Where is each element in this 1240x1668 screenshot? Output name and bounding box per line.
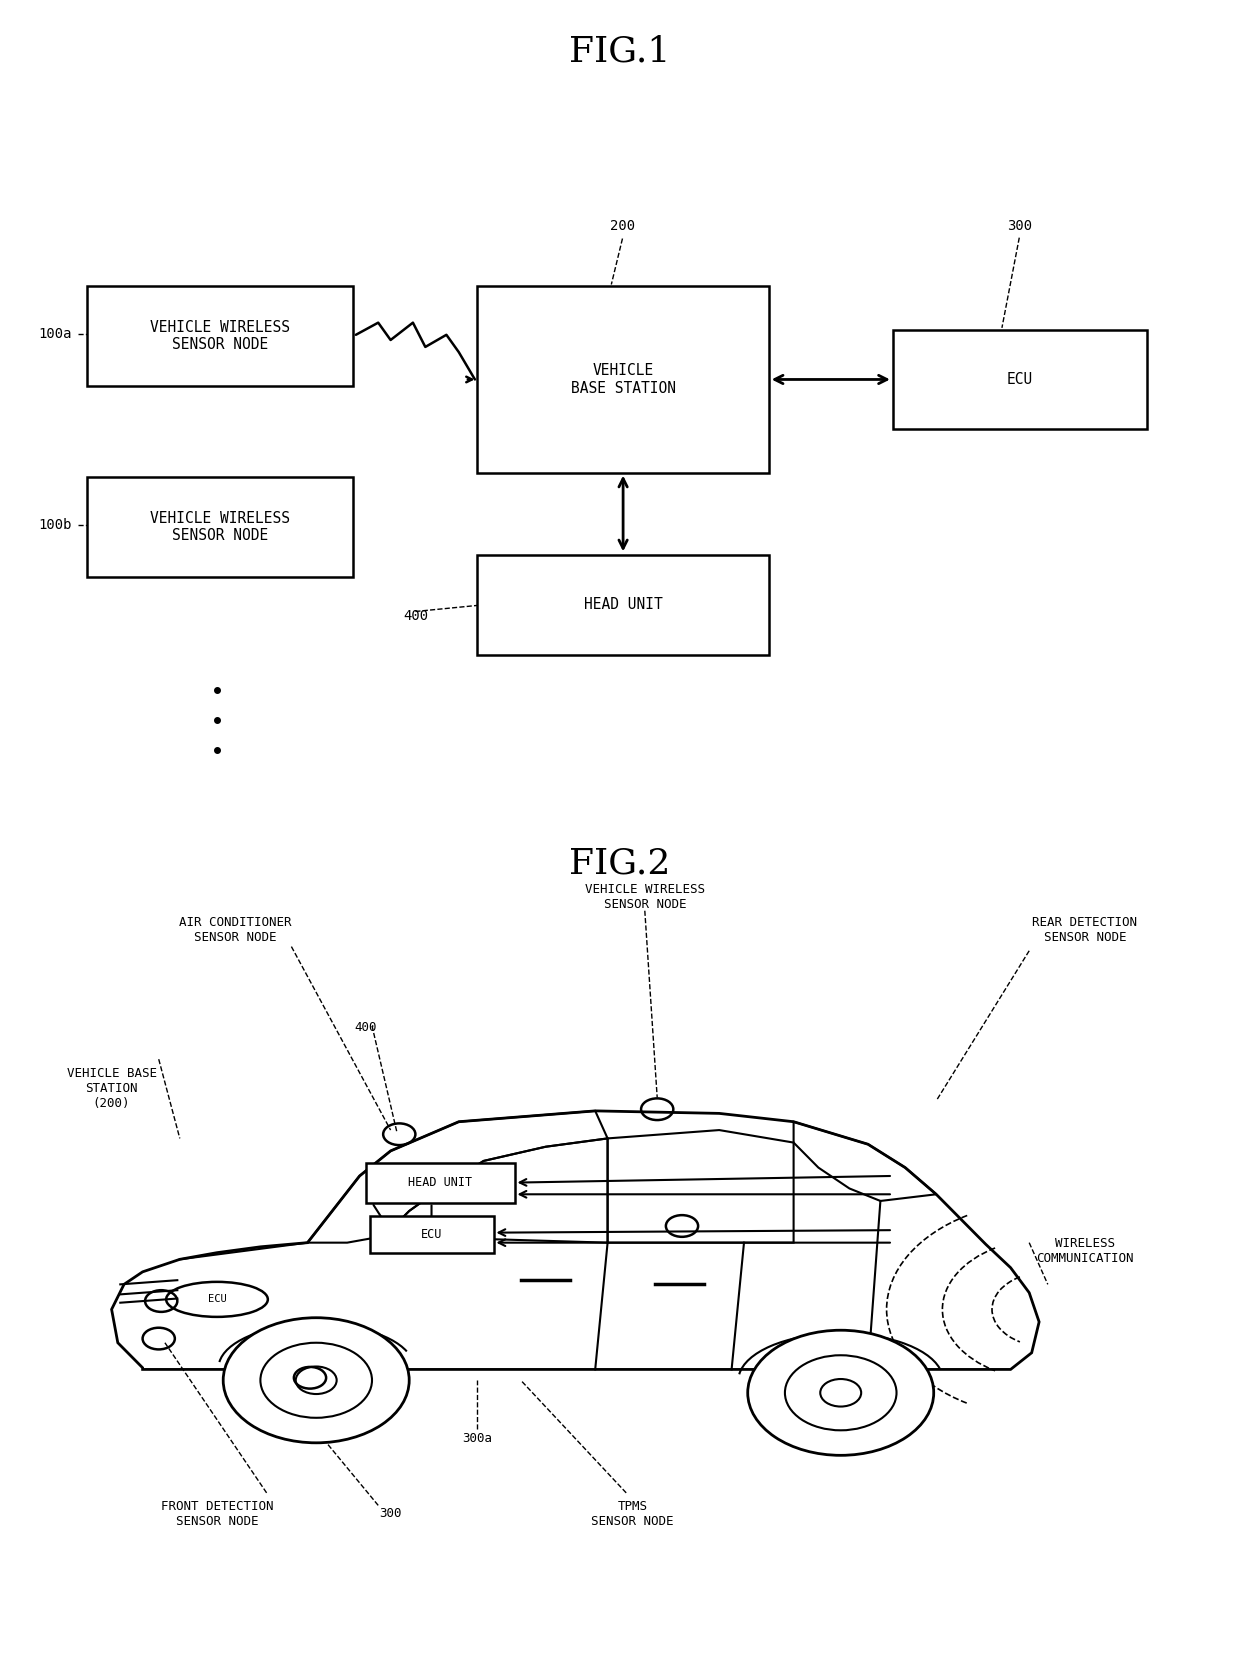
Text: FIG.2: FIG.2 xyxy=(569,847,671,881)
Text: 400: 400 xyxy=(355,1021,377,1034)
Text: 400: 400 xyxy=(403,609,428,622)
Text: VEHICLE
BASE STATION: VEHICLE BASE STATION xyxy=(570,364,676,395)
Circle shape xyxy=(821,1379,861,1406)
Text: AIR CONDITIONER
SENSOR NODE: AIR CONDITIONER SENSOR NODE xyxy=(180,916,291,944)
Text: VEHICLE WIRELESS
SENSOR NODE: VEHICLE WIRELESS SENSOR NODE xyxy=(585,882,704,911)
Text: REAR DETECTION
SENSOR NODE: REAR DETECTION SENSOR NODE xyxy=(1033,916,1137,944)
Text: 100b: 100b xyxy=(38,517,72,532)
Text: ECU: ECU xyxy=(207,1294,227,1304)
Circle shape xyxy=(748,1331,934,1454)
FancyBboxPatch shape xyxy=(893,330,1147,429)
FancyBboxPatch shape xyxy=(477,287,769,472)
Text: ECU: ECU xyxy=(1007,372,1033,387)
Text: ECU: ECU xyxy=(420,1228,443,1241)
Text: WIRELESS
COMMUNICATION: WIRELESS COMMUNICATION xyxy=(1037,1238,1133,1264)
Text: 100a: 100a xyxy=(38,327,72,340)
FancyBboxPatch shape xyxy=(87,477,353,577)
Text: VEHICLE WIRELESS
SENSOR NODE: VEHICLE WIRELESS SENSOR NODE xyxy=(150,510,290,544)
Circle shape xyxy=(296,1366,336,1394)
Text: HEAD UNIT: HEAD UNIT xyxy=(408,1176,472,1189)
Text: 200: 200 xyxy=(610,219,635,232)
Text: 300: 300 xyxy=(379,1508,402,1520)
FancyBboxPatch shape xyxy=(370,1216,494,1253)
Text: VEHICLE BASE
STATION
(200): VEHICLE BASE STATION (200) xyxy=(67,1068,156,1109)
Text: FIG.1: FIG.1 xyxy=(569,35,671,68)
Text: HEAD UNIT: HEAD UNIT xyxy=(584,597,662,612)
Circle shape xyxy=(223,1318,409,1443)
Text: 300a: 300a xyxy=(463,1433,492,1444)
Text: TPMS
SENSOR NODE: TPMS SENSOR NODE xyxy=(591,1500,673,1528)
Text: FRONT DETECTION
SENSOR NODE: FRONT DETECTION SENSOR NODE xyxy=(161,1500,273,1528)
Text: VEHICLE WIRELESS
SENSOR NODE: VEHICLE WIRELESS SENSOR NODE xyxy=(150,320,290,352)
FancyBboxPatch shape xyxy=(477,555,769,656)
Text: 300: 300 xyxy=(1007,219,1032,232)
FancyBboxPatch shape xyxy=(87,287,353,385)
FancyBboxPatch shape xyxy=(366,1163,515,1203)
